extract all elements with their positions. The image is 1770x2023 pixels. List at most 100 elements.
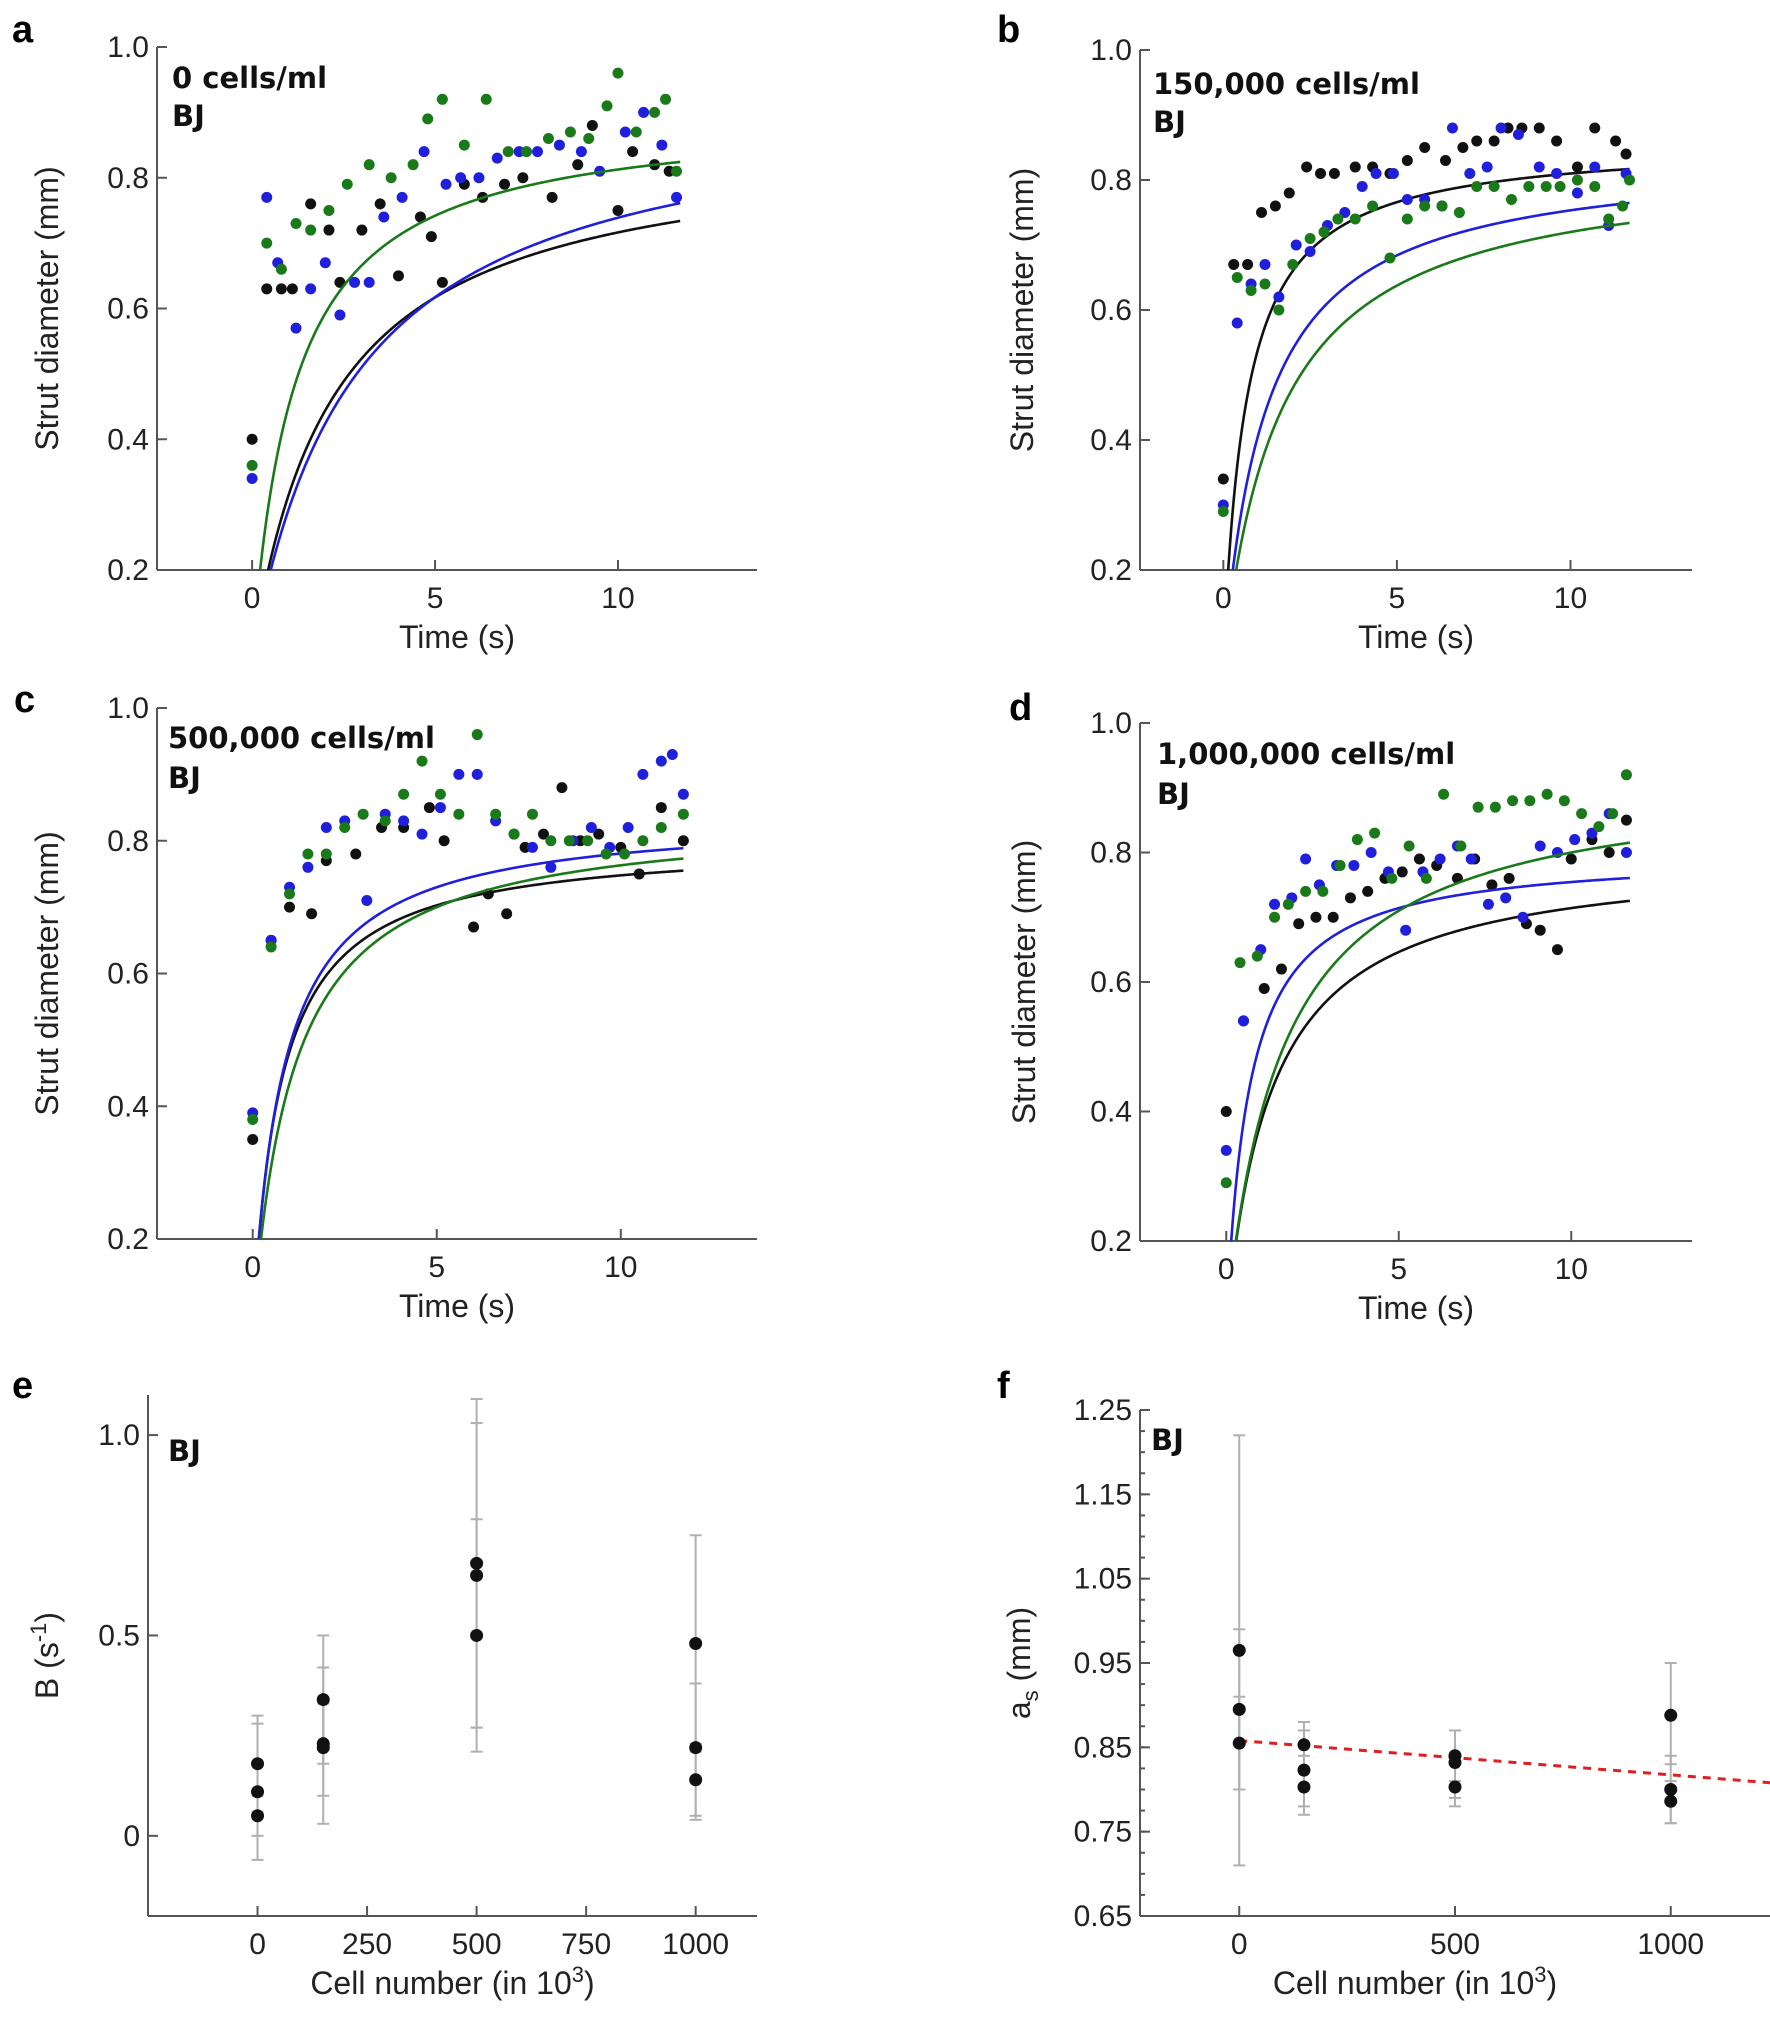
data-point-black — [677, 835, 689, 847]
data-point-black — [1220, 1106, 1232, 1117]
y-tick-label: 1.15 — [1074, 1478, 1132, 1511]
data-point-green — [436, 93, 448, 105]
data-point-green — [1401, 213, 1413, 225]
x-axis-label-sup: 3 — [1534, 1962, 1546, 1987]
data-point-green — [407, 159, 419, 171]
x-axis-label-text: Time (s) — [399, 1288, 515, 1324]
data-point-black — [1301, 161, 1313, 173]
data-point-green — [1507, 795, 1519, 807]
x-axis-label: Time (s) — [1358, 619, 1474, 655]
data-point-blue — [1620, 847, 1632, 858]
y-tick-label: 0.8 — [107, 162, 149, 195]
x-axis-label-text: Cell number (in 10 — [1273, 1965, 1534, 2001]
x-axis-label-text: Time (s) — [399, 619, 515, 655]
data-point-green — [1453, 207, 1465, 218]
data-point-green — [671, 165, 683, 177]
data-point-blue — [622, 821, 634, 833]
data-point-green — [341, 178, 353, 190]
data-point-green — [1620, 769, 1632, 781]
data-point-green — [1318, 226, 1330, 238]
data-point-blue — [1220, 1144, 1232, 1156]
data-point — [251, 1785, 265, 1799]
data-point-green — [600, 848, 612, 860]
panel-letter-f: f — [997, 1365, 1010, 1407]
y-tick-label: 1.0 — [98, 1419, 140, 1452]
y-tick-label: 0.8 — [107, 825, 149, 858]
y-axis-label: Strut diameter (mm) — [29, 166, 65, 450]
x-axis-label-end: ) — [584, 1965, 595, 2001]
data-point-blue — [1465, 853, 1477, 865]
x-axis-label-text: Time (s) — [1358, 1290, 1474, 1326]
data-point-blue — [418, 146, 430, 158]
y-axis-label-end: ) — [29, 1612, 65, 1623]
data-point-black — [425, 231, 437, 243]
data-point-black — [593, 828, 605, 840]
data-point-black — [246, 433, 258, 445]
data-point-blue — [290, 322, 302, 334]
data-point-black — [1269, 200, 1281, 212]
data-point-green — [246, 459, 258, 471]
x-axis-label-sup: 3 — [572, 1962, 584, 1987]
data-point-blue — [619, 126, 631, 138]
data-point-blue — [656, 139, 668, 151]
data-point-blue — [416, 828, 428, 840]
data-point-green — [320, 848, 332, 860]
data-point-black — [392, 270, 404, 282]
panel-letter-c: c — [14, 679, 35, 721]
x-tick-label: 250 — [342, 1928, 392, 1961]
data-point-green — [323, 204, 335, 216]
data-point-green — [1419, 200, 1431, 212]
data-point-black — [1488, 135, 1500, 147]
data-point-green — [677, 808, 689, 820]
x-tick-label: 10 — [1554, 582, 1587, 615]
data-point — [316, 1741, 330, 1755]
y-tick-label: 1.25 — [1074, 1394, 1132, 1427]
data-point-green — [1220, 1177, 1232, 1189]
data-point-green — [630, 126, 642, 138]
data-point-blue — [531, 146, 543, 158]
data-point-blue — [1348, 859, 1360, 871]
data-point-black — [1440, 155, 1452, 166]
data-point-blue — [1434, 853, 1446, 865]
y-tick-label: 0.6 — [1090, 294, 1132, 327]
data-point-green — [1369, 827, 1381, 839]
data-point — [470, 1568, 484, 1582]
data-point-green — [434, 788, 446, 800]
data-point-black — [1457, 142, 1469, 153]
data-point-blue — [1290, 239, 1302, 251]
data-point-black — [1217, 473, 1229, 485]
data-point-blue — [526, 841, 538, 853]
data-point-green — [612, 67, 624, 79]
data-point-blue — [246, 472, 258, 484]
data-point-green — [422, 113, 434, 125]
data-point-green — [660, 93, 672, 105]
data-point-green — [582, 835, 594, 847]
data-point-black — [499, 178, 511, 190]
x-tick-label: 1000 — [1637, 1928, 1704, 1961]
data-point-blue — [1269, 898, 1281, 910]
data-point-black — [1228, 259, 1240, 270]
data-point-green — [1317, 885, 1329, 897]
data-point-green — [1349, 213, 1361, 225]
data-point-green — [1540, 181, 1552, 192]
fit-curve-black — [250, 219, 681, 570]
y-tick-label: 1.05 — [1074, 1563, 1132, 1596]
data-point-blue — [1387, 168, 1399, 179]
data-point-blue — [378, 211, 390, 223]
data-point-blue — [545, 861, 557, 873]
y-tick-label: 0.4 — [107, 1090, 149, 1123]
data-point — [1232, 1702, 1246, 1716]
data-point-black — [1503, 872, 1515, 884]
fit-curve-blue — [251, 846, 684, 1239]
data-point-blue — [305, 283, 317, 295]
data-point-green — [1384, 252, 1396, 264]
cell-line-label: BJ — [1153, 105, 1186, 139]
x-tick-label: 5 — [1390, 1253, 1407, 1286]
data-point-black — [1419, 142, 1431, 153]
fit-curve-green — [1224, 841, 1631, 1241]
data-point-green — [1403, 840, 1415, 852]
data-point-green — [1334, 859, 1346, 871]
data-point — [1297, 1763, 1311, 1777]
data-point-blue — [1300, 853, 1312, 865]
data-point-black — [1256, 207, 1268, 218]
